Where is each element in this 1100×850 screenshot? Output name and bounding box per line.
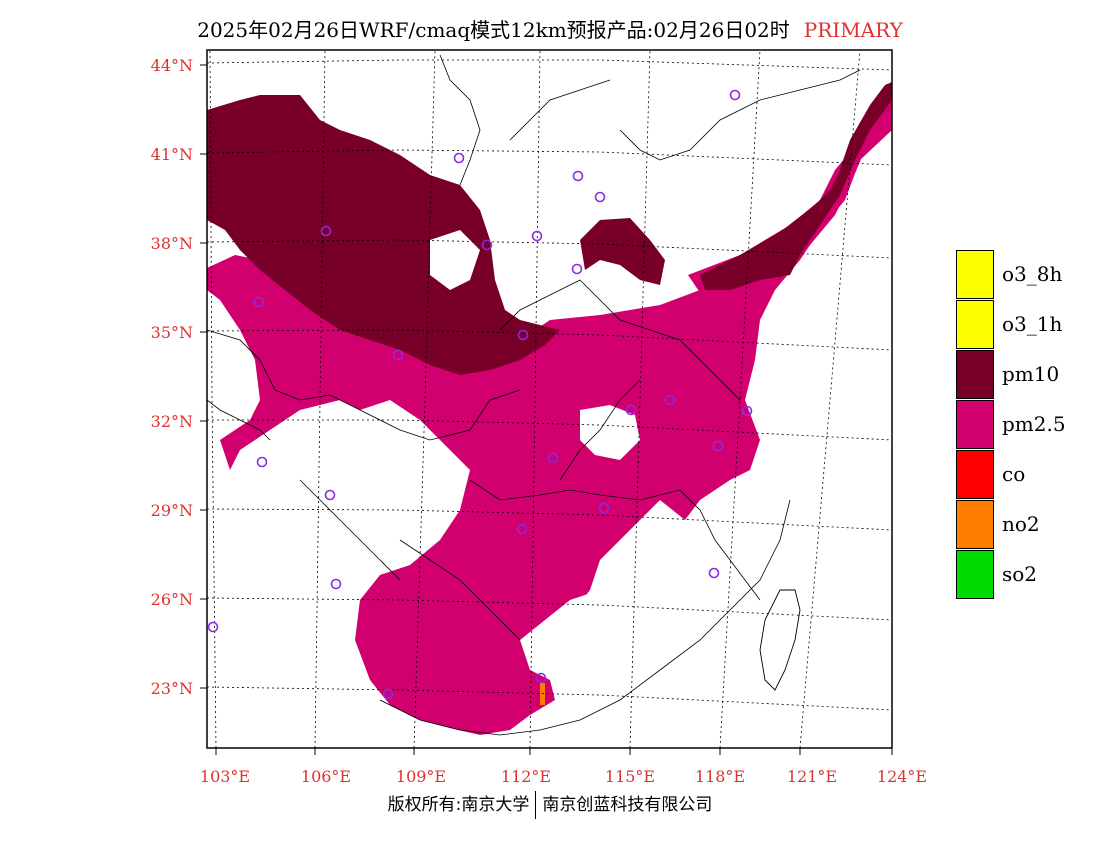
legend-item: o3_1h [956,300,1096,350]
copyright-footer: 版权所有:南京大学 南京创蓝科技有限公司 [0,790,1100,819]
map-frame [206,49,893,749]
legend-label: co [1002,462,1026,486]
clean-gap-sichuan [270,415,440,560]
station-marker [712,440,724,452]
longitude-labels: 103°E 106°E 109°E 112°E 115°E 118°E 121°… [200,767,927,786]
station-marker [330,578,342,590]
lon-label: 109°E [396,767,446,786]
legend-label: no2 [1002,512,1040,536]
station-marker [531,230,543,242]
station-marker [324,489,336,501]
legend-label: pm10 [1002,362,1060,386]
lat-label: 35°N [151,323,193,342]
clean-gap-north [495,170,580,300]
lon-label: 121°E [787,767,837,786]
station-marker [729,89,741,101]
legend-item: co [956,450,1096,500]
legend-swatch [956,450,994,499]
station-marker [382,688,394,700]
pm10-region-northeast [700,82,892,290]
station-marker [598,502,610,514]
station-marker [517,329,529,341]
station-marker [625,404,637,416]
copyright-right: 南京创蓝科技有限公司 [542,795,713,815]
station-marker [453,152,465,164]
taiwan-outline [759,589,801,691]
station-marker [708,567,720,579]
lat-label: 26°N [151,590,193,609]
legend-swatch [956,250,994,299]
legend-item: so2 [956,550,1096,600]
station-marker [594,191,606,203]
station-marker [207,621,219,633]
pollutant-legend: o3_8h o3_1h pm10 pm2.5 co no2 so2 [956,250,1096,600]
clean-gap-south [575,510,690,660]
lon-label: 106°E [301,767,351,786]
lon-label: 115°E [605,767,655,786]
copyright-left: 版权所有:南京大学 [387,795,530,815]
legend-label: o3_1h [1002,312,1063,336]
pm25-region [207,95,892,735]
station-marker [571,263,583,275]
lon-label: 118°E [695,767,745,786]
station-marker [320,225,332,237]
lon-label: 112°E [501,767,551,786]
footer-divider [535,791,537,819]
title-text: 2025年02月26日WRF/cmaq模式12km预报产品:02月26日02时 [197,18,790,42]
no2-hotspot [540,683,545,705]
lat-label: 32°N [151,412,193,431]
legend-swatch [956,400,994,449]
axis-ticks [200,64,893,755]
lat-label: 41°N [151,145,193,164]
pm10-region-beijing [580,218,665,285]
province-boundaries [207,54,861,736]
station-marker [256,456,268,468]
legend-label: o3_8h [1002,262,1063,286]
pm10-region [207,95,560,375]
lon-label: 124°E [877,767,927,786]
station-marker [547,452,559,464]
lat-label: 44°N [151,56,193,75]
legend-item: pm10 [956,350,1096,400]
legend-item: no2 [956,500,1096,550]
map-title: 2025年02月26日WRF/cmaq模式12km预报产品:02月26日02时 P… [0,14,1100,43]
legend-swatch [956,350,994,399]
legend-swatch [956,300,994,349]
legend-item: pm2.5 [956,400,1096,450]
latitude-labels: 44°N 41°N 38°N 35°N 32°N 29°N 26°N 23°N [151,56,193,698]
station-marker [664,394,676,406]
station-marker [392,349,404,361]
station-marker [253,296,265,308]
legend-label: pm2.5 [1002,412,1066,436]
legend-swatch [956,500,994,549]
station-markers [207,89,753,700]
station-marker [741,405,753,417]
legend-label: so2 [1002,562,1038,586]
lat-label: 23°N [151,679,193,698]
primary-tag: PRIMARY [803,18,903,42]
clean-gap-shaanxi [430,230,480,290]
station-marker [516,523,528,535]
station-marker [481,239,493,251]
station-marker [572,170,584,182]
station-marker [535,672,547,684]
lat-label: 29°N [151,501,193,520]
lat-label: 38°N [151,234,193,253]
legend-item: o3_8h [956,250,1096,300]
lon-label: 103°E [200,767,250,786]
legend-swatch [956,550,994,599]
clean-gap-henan [580,405,640,460]
